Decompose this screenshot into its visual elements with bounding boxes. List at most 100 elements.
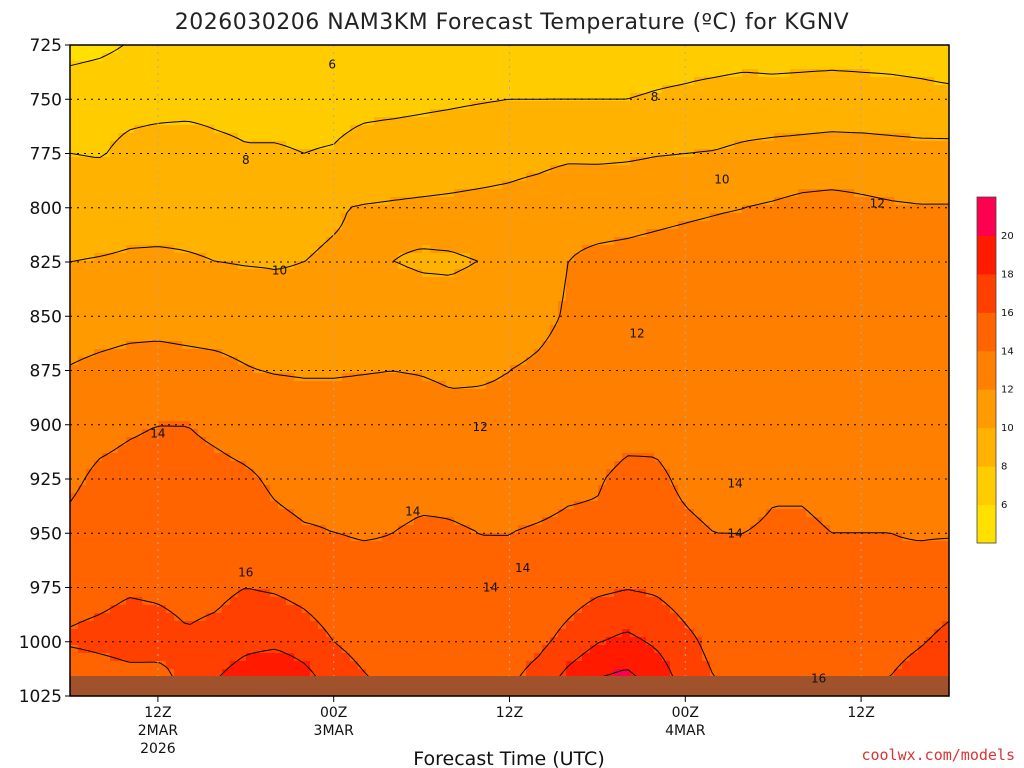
temperature-cell bbox=[278, 429, 287, 438]
temperature-cell bbox=[534, 141, 543, 150]
temperature-cell bbox=[94, 421, 103, 430]
temperature-cell bbox=[278, 493, 287, 502]
temperature-cell bbox=[110, 581, 119, 590]
temperature-cell bbox=[94, 181, 103, 190]
temperature-cell bbox=[94, 221, 103, 230]
temperature-cell bbox=[510, 229, 519, 238]
temperature-cell bbox=[254, 117, 263, 126]
temperature-cell bbox=[478, 661, 487, 670]
temperature-cell bbox=[126, 541, 135, 550]
temperature-cell bbox=[70, 541, 79, 550]
temperature-cell bbox=[118, 477, 127, 486]
temperature-cell bbox=[126, 269, 135, 278]
temperature-cell bbox=[174, 333, 183, 342]
temperature-cell bbox=[198, 461, 207, 470]
temperature-cell bbox=[430, 253, 439, 262]
temperature-cell bbox=[478, 637, 487, 646]
temperature-cell bbox=[78, 421, 87, 430]
temperature-cell bbox=[134, 69, 143, 78]
temperature-cell bbox=[510, 181, 519, 190]
temperature-cell bbox=[102, 237, 111, 246]
temperature-cell bbox=[406, 645, 415, 654]
temperature-cell bbox=[494, 477, 503, 486]
temperature-cell bbox=[262, 317, 271, 326]
temperature-cell bbox=[254, 541, 263, 550]
temperature-cell bbox=[510, 557, 519, 566]
temperature-cell bbox=[326, 405, 335, 414]
temperature-cell bbox=[70, 525, 79, 534]
temperature-cell bbox=[150, 261, 159, 270]
temperature-cell bbox=[126, 637, 135, 646]
temperature-cell bbox=[510, 405, 519, 414]
temperature-cell bbox=[238, 397, 247, 406]
temperature-cell bbox=[278, 205, 287, 214]
temperature-cell bbox=[326, 165, 335, 174]
temperature-cell bbox=[438, 381, 447, 390]
temperature-cell bbox=[110, 141, 119, 150]
temperature-cell bbox=[222, 485, 231, 494]
temperature-cell bbox=[158, 661, 167, 670]
temperature-cell bbox=[334, 277, 343, 286]
temperature-cell bbox=[230, 373, 239, 382]
temperature-cell bbox=[502, 69, 511, 78]
temperature-cell bbox=[214, 573, 223, 582]
temperature-cell bbox=[486, 109, 495, 118]
temperature-cell bbox=[302, 245, 311, 254]
temperature-cell bbox=[102, 85, 111, 94]
temperature-cell bbox=[102, 669, 111, 678]
temperature-cell bbox=[438, 197, 447, 206]
temperature-cell bbox=[542, 485, 551, 494]
temperature-cell bbox=[382, 213, 391, 222]
temperature-cell bbox=[198, 541, 207, 550]
temperature-cell bbox=[542, 381, 551, 390]
temperature-cell bbox=[318, 269, 327, 278]
temperature-cell bbox=[438, 301, 447, 310]
temperature-cell bbox=[478, 149, 487, 158]
temperature-cell bbox=[246, 613, 255, 622]
temperature-cell bbox=[350, 381, 359, 390]
temperature-cell bbox=[398, 525, 407, 534]
temperature-cell bbox=[262, 125, 271, 134]
temperature-cell bbox=[102, 525, 111, 534]
temperature-cell bbox=[430, 93, 439, 102]
temperature-cell bbox=[310, 181, 319, 190]
temperature-cell bbox=[262, 533, 271, 542]
temperature-cell bbox=[470, 533, 479, 542]
temperature-cell bbox=[454, 117, 463, 126]
temperature-cell bbox=[406, 157, 415, 166]
temperature-cell bbox=[422, 333, 431, 342]
temperature-cell bbox=[406, 445, 415, 454]
temperature-cell bbox=[78, 637, 87, 646]
temperature-cell bbox=[350, 533, 359, 542]
temperature-cell bbox=[142, 405, 151, 414]
temperature-cell bbox=[518, 325, 527, 334]
temperature-cell bbox=[478, 341, 487, 350]
temperature-cell bbox=[550, 229, 559, 238]
temperature-cell bbox=[374, 421, 383, 430]
temperature-cell bbox=[334, 61, 343, 70]
temperature-cell bbox=[78, 549, 87, 558]
temperature-cell bbox=[270, 317, 279, 326]
temperature-cell bbox=[190, 205, 199, 214]
temperature-cell bbox=[430, 453, 439, 462]
temperature-cell bbox=[102, 397, 111, 406]
temperature-cell bbox=[422, 597, 431, 606]
temperature-cell bbox=[310, 133, 319, 142]
temperature-cell bbox=[350, 333, 359, 342]
temperature-cell bbox=[78, 477, 87, 486]
temperature-cell bbox=[366, 389, 375, 398]
temperature-cell bbox=[110, 77, 119, 86]
temperature-cell bbox=[342, 101, 351, 110]
temperature-cell bbox=[494, 645, 503, 654]
temperature-cell bbox=[246, 413, 255, 422]
temperature-cell bbox=[406, 229, 415, 238]
temperature-cell bbox=[294, 261, 303, 270]
temperature-cell bbox=[542, 213, 551, 222]
temperature-cell bbox=[310, 517, 319, 526]
temperature-cell bbox=[510, 157, 519, 166]
temperature-cell bbox=[374, 373, 383, 382]
temperature-cell bbox=[190, 533, 199, 542]
temperature-cell bbox=[118, 237, 127, 246]
temperature-cell bbox=[462, 637, 471, 646]
temperature-cell bbox=[398, 109, 407, 118]
